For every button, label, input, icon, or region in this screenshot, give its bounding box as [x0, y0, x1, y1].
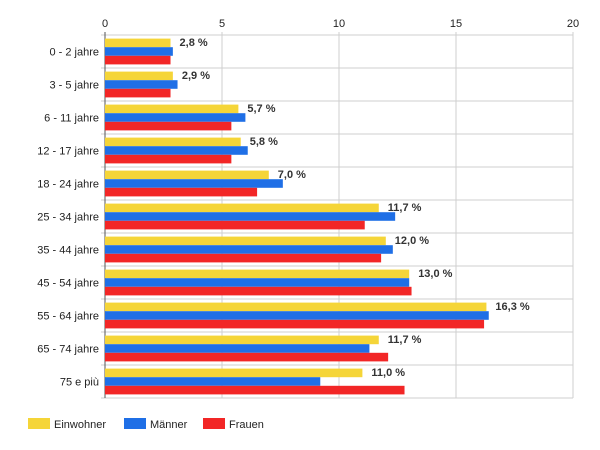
bar-m-nner [105, 212, 396, 221]
bar-einwohner [105, 302, 487, 312]
category-label: 55 - 64 jahre [37, 311, 99, 323]
legend-label: Einwohner [54, 419, 106, 431]
bar-frauen [105, 319, 485, 329]
bar-frauen [105, 352, 389, 362]
bar-m-nner [105, 377, 321, 386]
category-label: 3 - 5 jahre [49, 80, 99, 92]
x-tick-label: 0 [102, 18, 108, 30]
bar-m-nner [105, 113, 246, 122]
data-label: 16,3 % [495, 301, 529, 313]
data-label: 11,7 % [388, 202, 422, 214]
category-label: 45 - 54 jahre [37, 278, 99, 290]
category-label: 12 - 17 jahre [37, 146, 99, 158]
category-label: 75 e più [60, 377, 99, 389]
category-label: 6 - 11 jahre [44, 113, 99, 125]
bar-m-nner [105, 80, 178, 89]
bar-einwohner [105, 38, 171, 48]
bar-einwohner [105, 269, 410, 279]
bar-einwohner [105, 203, 379, 213]
bar-frauen [105, 220, 365, 230]
bar-einwohner [105, 236, 386, 246]
bar-m-nner [105, 245, 393, 254]
bar-m-nner [105, 278, 410, 287]
data-label: 13,0 % [418, 268, 452, 280]
category-label: 0 - 2 jahre [49, 47, 99, 59]
bar-m-nner [105, 344, 370, 353]
bar-m-nner [105, 47, 173, 56]
bar-einwohner [105, 104, 239, 114]
bar-einwohner [105, 368, 363, 378]
bar-einwohner [105, 170, 269, 180]
x-tick-label: 15 [450, 18, 462, 30]
legend-swatch-einwohner [28, 418, 50, 429]
data-label: 12,0 % [395, 235, 429, 247]
data-label: 5,8 % [250, 136, 278, 148]
data-label: 7,0 % [278, 169, 306, 181]
x-tick-label: 5 [219, 18, 225, 30]
bar-frauen [105, 55, 171, 65]
bar-frauen [105, 385, 405, 395]
data-label: 11,0 % [371, 367, 405, 379]
data-label: 11,7 % [388, 334, 422, 346]
bar-frauen [105, 253, 382, 263]
data-label: 2,9 % [182, 70, 210, 82]
legend-swatch-frauen [203, 418, 225, 429]
bar-m-nner [105, 311, 489, 320]
bar-m-nner [105, 179, 283, 188]
x-tick-label: 10 [333, 18, 345, 30]
category-label: 25 - 34 jahre [37, 212, 99, 224]
legend-swatch-m-nner [124, 418, 146, 429]
x-tick-label: 20 [567, 18, 579, 30]
category-label: 65 - 74 jahre [37, 344, 99, 356]
bar-einwohner [105, 335, 379, 345]
bar-frauen [105, 187, 258, 197]
category-label: 18 - 24 jahre [37, 179, 99, 191]
data-label: 2,8 % [180, 37, 208, 49]
bar-m-nner [105, 146, 248, 155]
bar-einwohner [105, 71, 173, 81]
legend-label: Frauen [229, 419, 264, 431]
bar-frauen [105, 121, 232, 131]
bar-frauen [105, 88, 171, 98]
bar-frauen [105, 286, 412, 296]
legend-label: Männer [150, 419, 188, 431]
bar-einwohner [105, 137, 241, 147]
category-label: 35 - 44 jahre [37, 245, 99, 257]
data-label: 5,7 % [247, 103, 275, 115]
bar-frauen [105, 154, 232, 164]
